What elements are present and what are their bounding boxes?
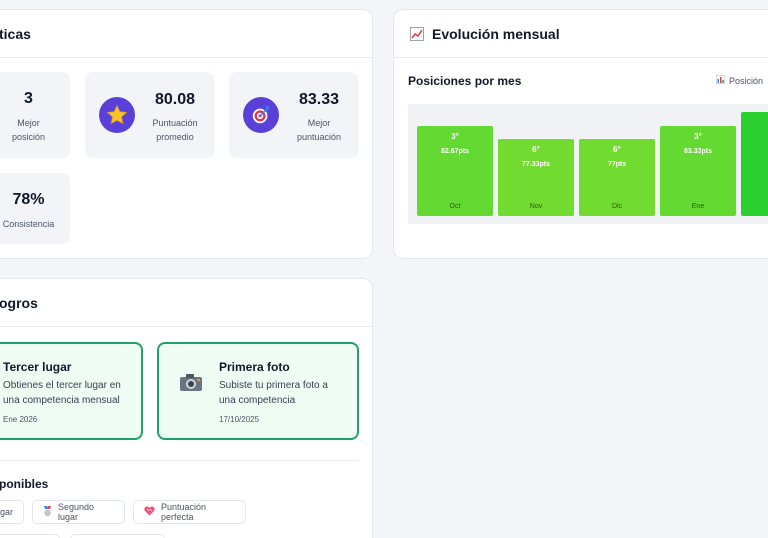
chart-subtitle: Posiciones por mes bbox=[408, 74, 522, 88]
target-icon bbox=[243, 97, 279, 133]
bar-points-label: 77pts bbox=[607, 161, 627, 168]
heart-icon bbox=[144, 506, 155, 518]
medal-icon bbox=[43, 505, 52, 519]
bar-points-label: 83.33pts bbox=[683, 148, 713, 155]
stat-value: 83.33 bbox=[298, 91, 340, 108]
bar-points-label: 77.33pts bbox=[521, 161, 551, 168]
stats-title: ticas bbox=[0, 10, 372, 58]
stat-label: Mejor posición bbox=[11, 118, 46, 142]
stat-value: 3 bbox=[24, 90, 33, 107]
bar-position-label: 3° bbox=[451, 132, 459, 141]
achievement-first-photo[interactable]: Primera foto Subiste tu primera foto a un… bbox=[157, 342, 359, 440]
chip-second-place[interactable]: Segundo lugar bbox=[32, 500, 125, 524]
evolution-header: Evolución mensual bbox=[394, 10, 768, 58]
bar-chart: 3° 82.67pts Oct 6° 77.33pts Nov 6° 77pts Dic 3° 83… bbox=[408, 104, 768, 224]
divider bbox=[0, 460, 359, 461]
stat-consistency: 78% Consistencia bbox=[0, 173, 70, 244]
camera-icon bbox=[179, 372, 203, 397]
star-icon bbox=[99, 97, 135, 133]
stats-card: ticas 3 Mejor posición 80.08 Puntuación pr… bbox=[0, 9, 373, 259]
bar-position-label: 6° bbox=[613, 145, 621, 154]
stat-label: Puntuación promedio bbox=[152, 118, 198, 142]
chip-first-place[interactable]: gar bbox=[0, 500, 24, 524]
chip-label: gar bbox=[0, 507, 13, 517]
bar-position-label: 6° bbox=[532, 145, 540, 154]
chart-bar[interactable]: 6° 77.33pts Nov bbox=[498, 139, 574, 216]
stat-best-score: 83.33 Mejor puntuación bbox=[229, 72, 359, 158]
stat-avg-score: 80.08 Puntuación promedio bbox=[85, 72, 215, 158]
bar-month-label: Oct bbox=[449, 203, 461, 210]
stat-value: 80.08 bbox=[154, 91, 196, 108]
bar-chart-icon bbox=[715, 74, 726, 86]
achievement-title: Tercer lugar bbox=[3, 360, 72, 374]
bar-month-label: Ene bbox=[691, 203, 705, 210]
bar-position-label: 3° bbox=[694, 132, 702, 141]
achievement-desc: Subiste tu primera foto a una competencia bbox=[219, 380, 328, 406]
evolution-title: Evolución mensual bbox=[432, 25, 560, 42]
chart-legend: Posición bbox=[715, 74, 764, 86]
legend-label: Posición bbox=[729, 75, 764, 86]
chart-bar[interactable]: 3° 82.67pts Oct bbox=[417, 126, 493, 216]
chip-label: Segundo lugar bbox=[58, 502, 95, 522]
achievements-card: ogros Tercer lugar Obtienes el tercer lu… bbox=[0, 278, 373, 538]
achievement-title: Primera foto bbox=[219, 360, 290, 374]
available-title: ponibles bbox=[0, 477, 49, 491]
bar-month-label: Dic bbox=[611, 203, 623, 210]
achievement-third-place[interactable]: Tercer lugar Obtienes el tercer lugar en… bbox=[0, 342, 143, 440]
achievements-title: ogros bbox=[0, 279, 372, 327]
bar-points-label: 82.67pts bbox=[440, 148, 470, 155]
stat-label: Consistencia bbox=[2, 219, 55, 229]
evolution-card: Evolución mensual Posiciones por mes Pos… bbox=[393, 9, 768, 259]
chart-bar[interactable] bbox=[741, 112, 768, 216]
stat-best-position: 3 Mejor posición bbox=[0, 72, 70, 158]
chip-perfect-score[interactable]: Puntuación perfecta bbox=[133, 500, 246, 524]
chart-bar[interactable]: 6° 77pts Dic bbox=[579, 139, 655, 216]
chip-label: Puntuación perfecta bbox=[161, 502, 207, 522]
chart-bar[interactable]: 3° 83.33pts Ene bbox=[660, 126, 736, 216]
stat-label: Mejor puntuación bbox=[296, 118, 342, 142]
chart-line-icon bbox=[410, 26, 426, 41]
achievement-date: Ene 2026 bbox=[3, 415, 38, 424]
chip-more-2[interactable] bbox=[70, 534, 165, 538]
stat-value: 78% bbox=[12, 191, 45, 208]
achievement-desc: Obtienes el tercer lugar en una competenc… bbox=[3, 380, 121, 406]
achievement-date: 17/10/2025 bbox=[219, 415, 260, 424]
bar-month-label: Nov bbox=[529, 203, 543, 210]
chip-more[interactable] bbox=[0, 534, 60, 538]
